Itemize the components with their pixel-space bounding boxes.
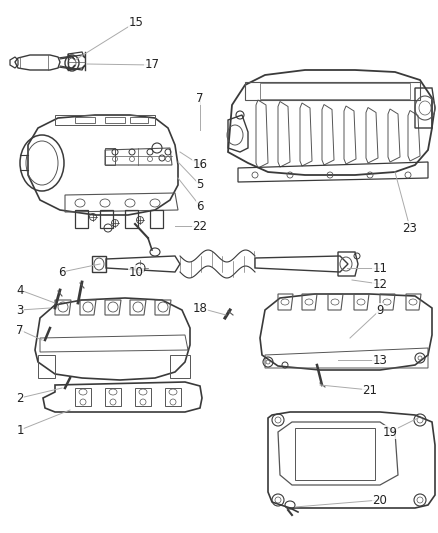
Text: 7: 7 bbox=[16, 324, 24, 336]
Text: 21: 21 bbox=[363, 384, 378, 397]
Text: 16: 16 bbox=[192, 158, 208, 172]
Text: 13: 13 bbox=[373, 353, 388, 367]
Text: 12: 12 bbox=[372, 278, 388, 290]
Text: 10: 10 bbox=[129, 265, 143, 279]
Text: 5: 5 bbox=[196, 179, 204, 191]
Text: 6: 6 bbox=[196, 199, 204, 213]
Text: 6: 6 bbox=[58, 265, 66, 279]
Text: 1: 1 bbox=[16, 424, 24, 437]
Text: 22: 22 bbox=[192, 220, 208, 232]
Text: 11: 11 bbox=[372, 262, 388, 274]
Text: 15: 15 bbox=[129, 15, 143, 28]
Text: 18: 18 bbox=[193, 302, 208, 314]
Text: 19: 19 bbox=[382, 425, 398, 439]
Text: 4: 4 bbox=[16, 284, 24, 296]
Text: 9: 9 bbox=[376, 303, 384, 317]
Text: 20: 20 bbox=[373, 494, 388, 506]
Text: 2: 2 bbox=[16, 392, 24, 405]
Text: 7: 7 bbox=[196, 92, 204, 104]
Text: 17: 17 bbox=[145, 59, 159, 71]
Text: 23: 23 bbox=[403, 222, 417, 235]
Text: 3: 3 bbox=[16, 303, 24, 317]
